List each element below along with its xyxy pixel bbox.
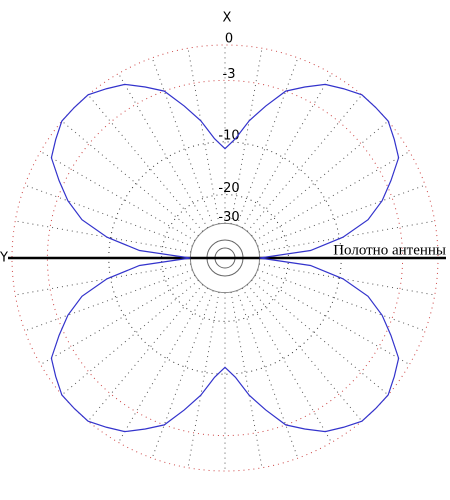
radial-line [40,151,196,242]
r-tick-label: -30 [218,210,239,225]
r-tick-label: -20 [218,181,239,196]
radial-line [241,287,332,443]
radial-line [251,120,389,237]
radial-line [40,274,196,365]
radial-line [87,284,204,422]
radial-line [254,274,410,365]
radial-line [236,57,299,226]
radial-line [257,184,426,247]
x-axis-label: X [223,11,232,26]
r-tick-label: -3 [223,67,236,82]
radial-line [151,290,214,459]
r-tick-label: -10 [218,128,239,143]
radial-line [118,287,209,443]
radial-line [246,94,363,232]
annotation: Полотно антенны [333,242,446,258]
radial-line [118,73,209,229]
radial-line [24,184,193,247]
radial-line [15,263,192,296]
radial-line [254,151,410,242]
radial-line [15,220,192,253]
radial-line [61,279,199,396]
radial-line [87,94,204,232]
pattern-line [50,83,400,433]
radial-line [258,263,435,296]
radial-line [61,120,199,237]
radial-line [251,279,389,396]
radial-line [246,284,363,422]
radial-line [236,290,299,459]
radial-line [257,269,426,332]
r-tick-label: 0 [225,32,233,47]
radial-line [151,57,214,226]
radial-line [230,291,263,468]
radial-line [241,73,332,229]
radial-line [24,269,193,332]
radial-line [187,48,220,225]
y-axis-label: Y [0,251,8,266]
radial-line [187,291,220,468]
